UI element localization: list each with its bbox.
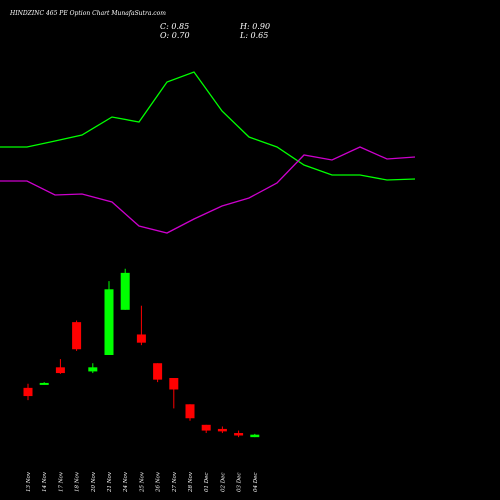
candle-body	[88, 367, 98, 372]
candle-body	[23, 387, 33, 397]
candle-body	[153, 363, 163, 380]
x-axis-labels: 13 Nov 14 Nov 17 Nov 18 Nov 20 Nov 21 Nov 24 N…	[26, 471, 259, 493]
x-tick-label: 02 Dec	[220, 473, 226, 493]
candle-body	[169, 378, 179, 390]
candlesticks	[23, 268, 260, 438]
x-tick-label: 04 Dec	[253, 473, 259, 493]
candle-body	[39, 382, 49, 385]
candle-body	[55, 367, 65, 374]
x-tick-label: 21 Nov	[107, 471, 113, 493]
x-tick-label: 27 Nov	[172, 471, 178, 493]
x-tick-label: 17 Nov	[58, 471, 64, 492]
indicator-line-2	[0, 146, 416, 234]
indicator-lines	[0, 71, 416, 234]
x-tick-label: 14 Nov	[42, 471, 48, 492]
close-value: C: 0.85	[160, 22, 190, 31]
candle-body	[136, 334, 146, 343]
candle-body	[217, 428, 227, 432]
x-tick-label: 25 Nov	[139, 471, 145, 493]
candle-body	[120, 272, 130, 310]
chart-title: HINDZINC 465 PE Option Chart MunafaSutra…	[10, 10, 166, 17]
candle-body	[185, 404, 195, 419]
x-tick-label: 18 Nov	[75, 471, 81, 492]
x-tick-label: 03 Dec	[237, 473, 243, 493]
indicator-line-1	[0, 71, 416, 181]
low-value: L: 0.65	[240, 31, 269, 40]
x-tick-label: 26 Nov	[156, 471, 162, 493]
x-tick-label: 01 Dec	[204, 473, 210, 493]
open-value: O: 0.70	[160, 31, 190, 40]
candle-body	[234, 433, 244, 436]
x-tick-label: 28 Nov	[188, 471, 194, 493]
x-tick-label: 20 Nov	[91, 471, 97, 493]
x-tick-label: 13 Nov	[26, 471, 32, 492]
candle-body	[72, 322, 82, 350]
candle-body	[201, 424, 211, 431]
candle-body	[104, 289, 114, 355]
candle-body	[250, 434, 260, 438]
x-tick-label: 24 Nov	[123, 471, 129, 493]
high-value: H: 0.90	[240, 22, 271, 31]
